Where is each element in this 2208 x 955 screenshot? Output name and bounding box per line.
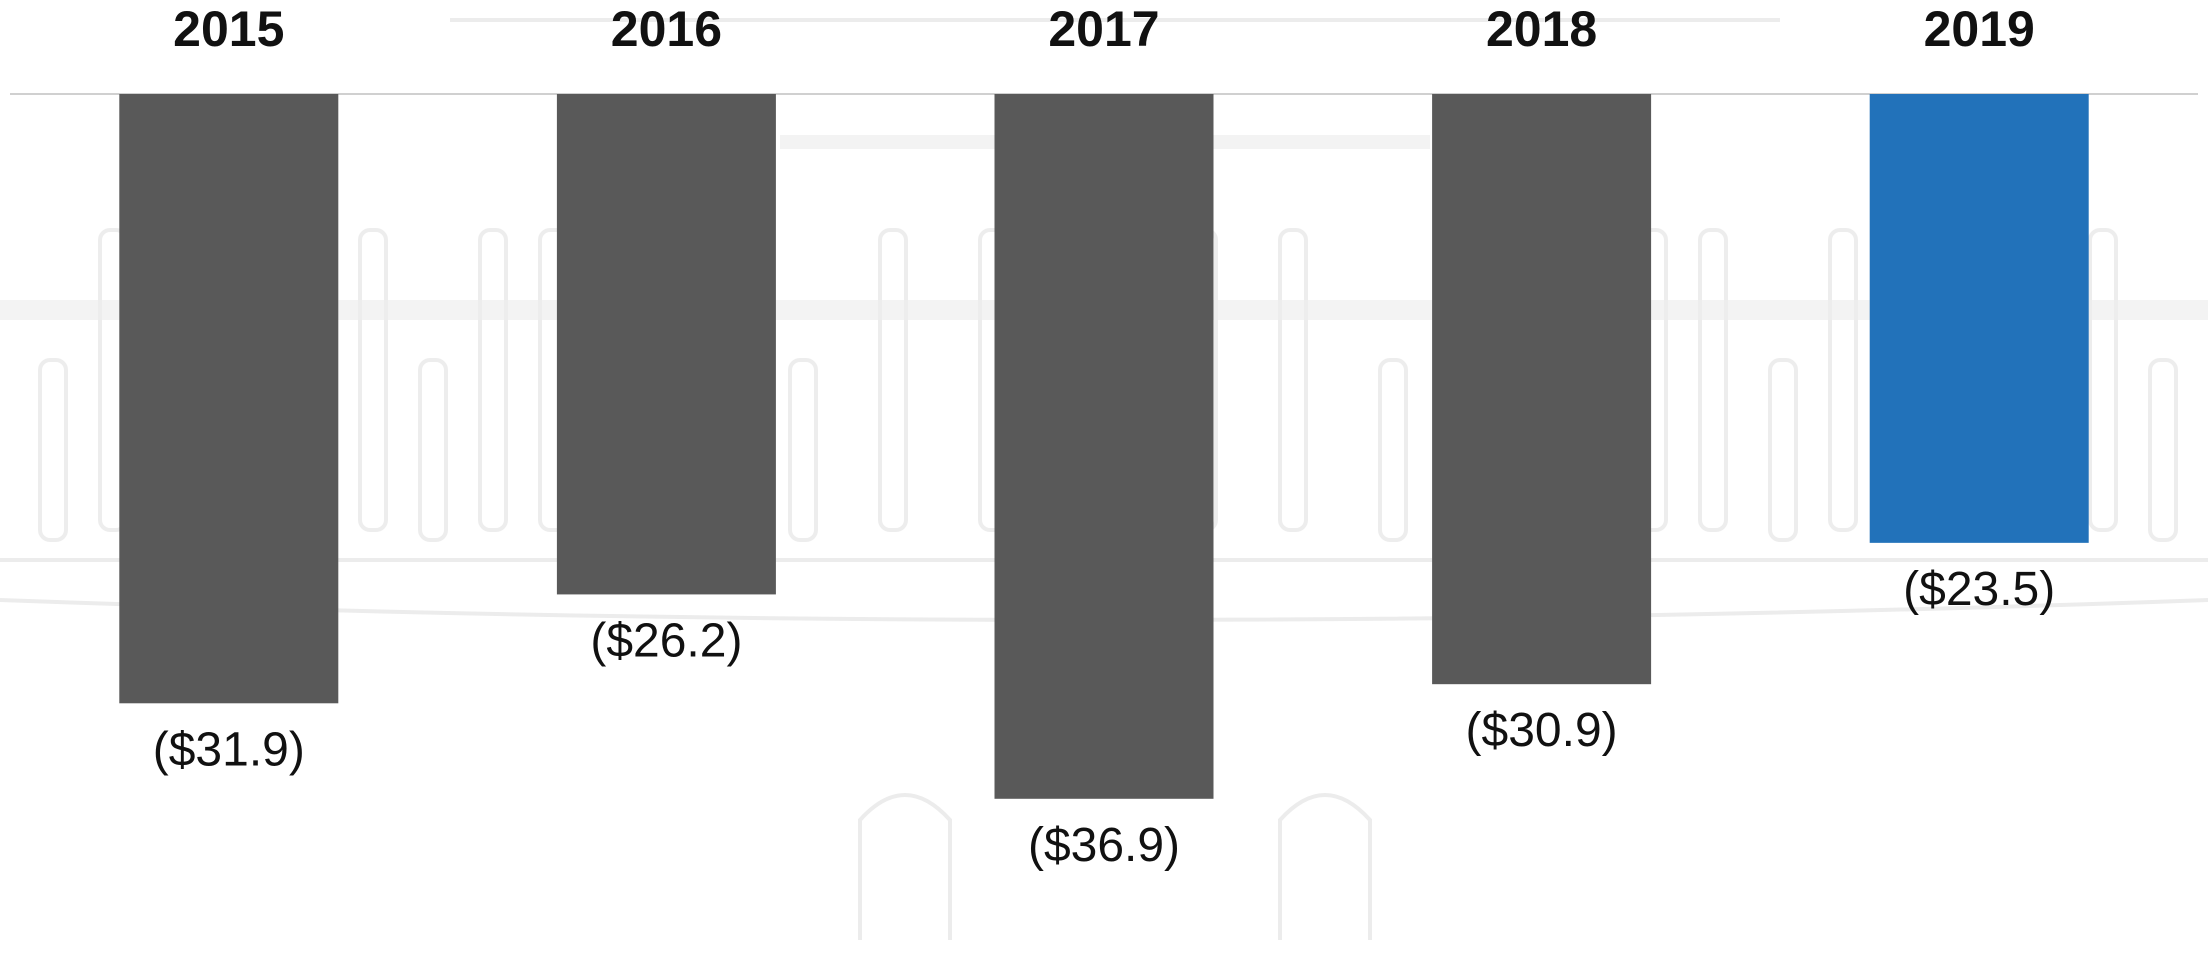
category-label-2019: 2019 <box>1924 1 2035 57</box>
bars-group <box>119 94 2089 799</box>
data-label-2015: ($31.9) <box>153 723 305 776</box>
bar-2017 <box>994 94 1214 799</box>
bar-2016 <box>556 94 776 595</box>
background-column-shape <box>788 358 818 542</box>
category-label-2018: 2018 <box>1486 1 1597 57</box>
labels-group: 2015 ($31.9) 2016 ($26.2) 2017 ($36.9) 2018 ($3… <box>153 1 2055 872</box>
category-label-2017: 2017 <box>1048 1 1159 57</box>
category-label-2016: 2016 <box>611 1 722 57</box>
background-column-shape <box>358 228 388 532</box>
data-label-2019: ($23.5) <box>1903 563 2055 616</box>
background-column-shape <box>1828 228 1858 532</box>
bar-2018 <box>1432 94 1652 685</box>
background-column-shape <box>418 358 448 542</box>
data-label-2017: ($36.9) <box>1028 819 1180 872</box>
data-label-2016: ($26.2) <box>590 614 742 667</box>
background-column-shape <box>1768 358 1798 542</box>
background-column-shape <box>1698 228 1728 532</box>
background-column-shape <box>2088 228 2118 532</box>
background-column-shape <box>38 358 68 542</box>
background-column-shape <box>2148 358 2178 542</box>
data-label-2018: ($30.9) <box>1466 704 1618 757</box>
background-column-shape <box>478 228 508 532</box>
bar-2019 <box>1869 94 2089 543</box>
background-column-shape <box>878 228 908 532</box>
bar-2015 <box>119 94 339 704</box>
background-column-shape <box>1278 228 1308 532</box>
background-column-shape <box>1378 358 1408 542</box>
category-label-2015: 2015 <box>173 1 284 57</box>
